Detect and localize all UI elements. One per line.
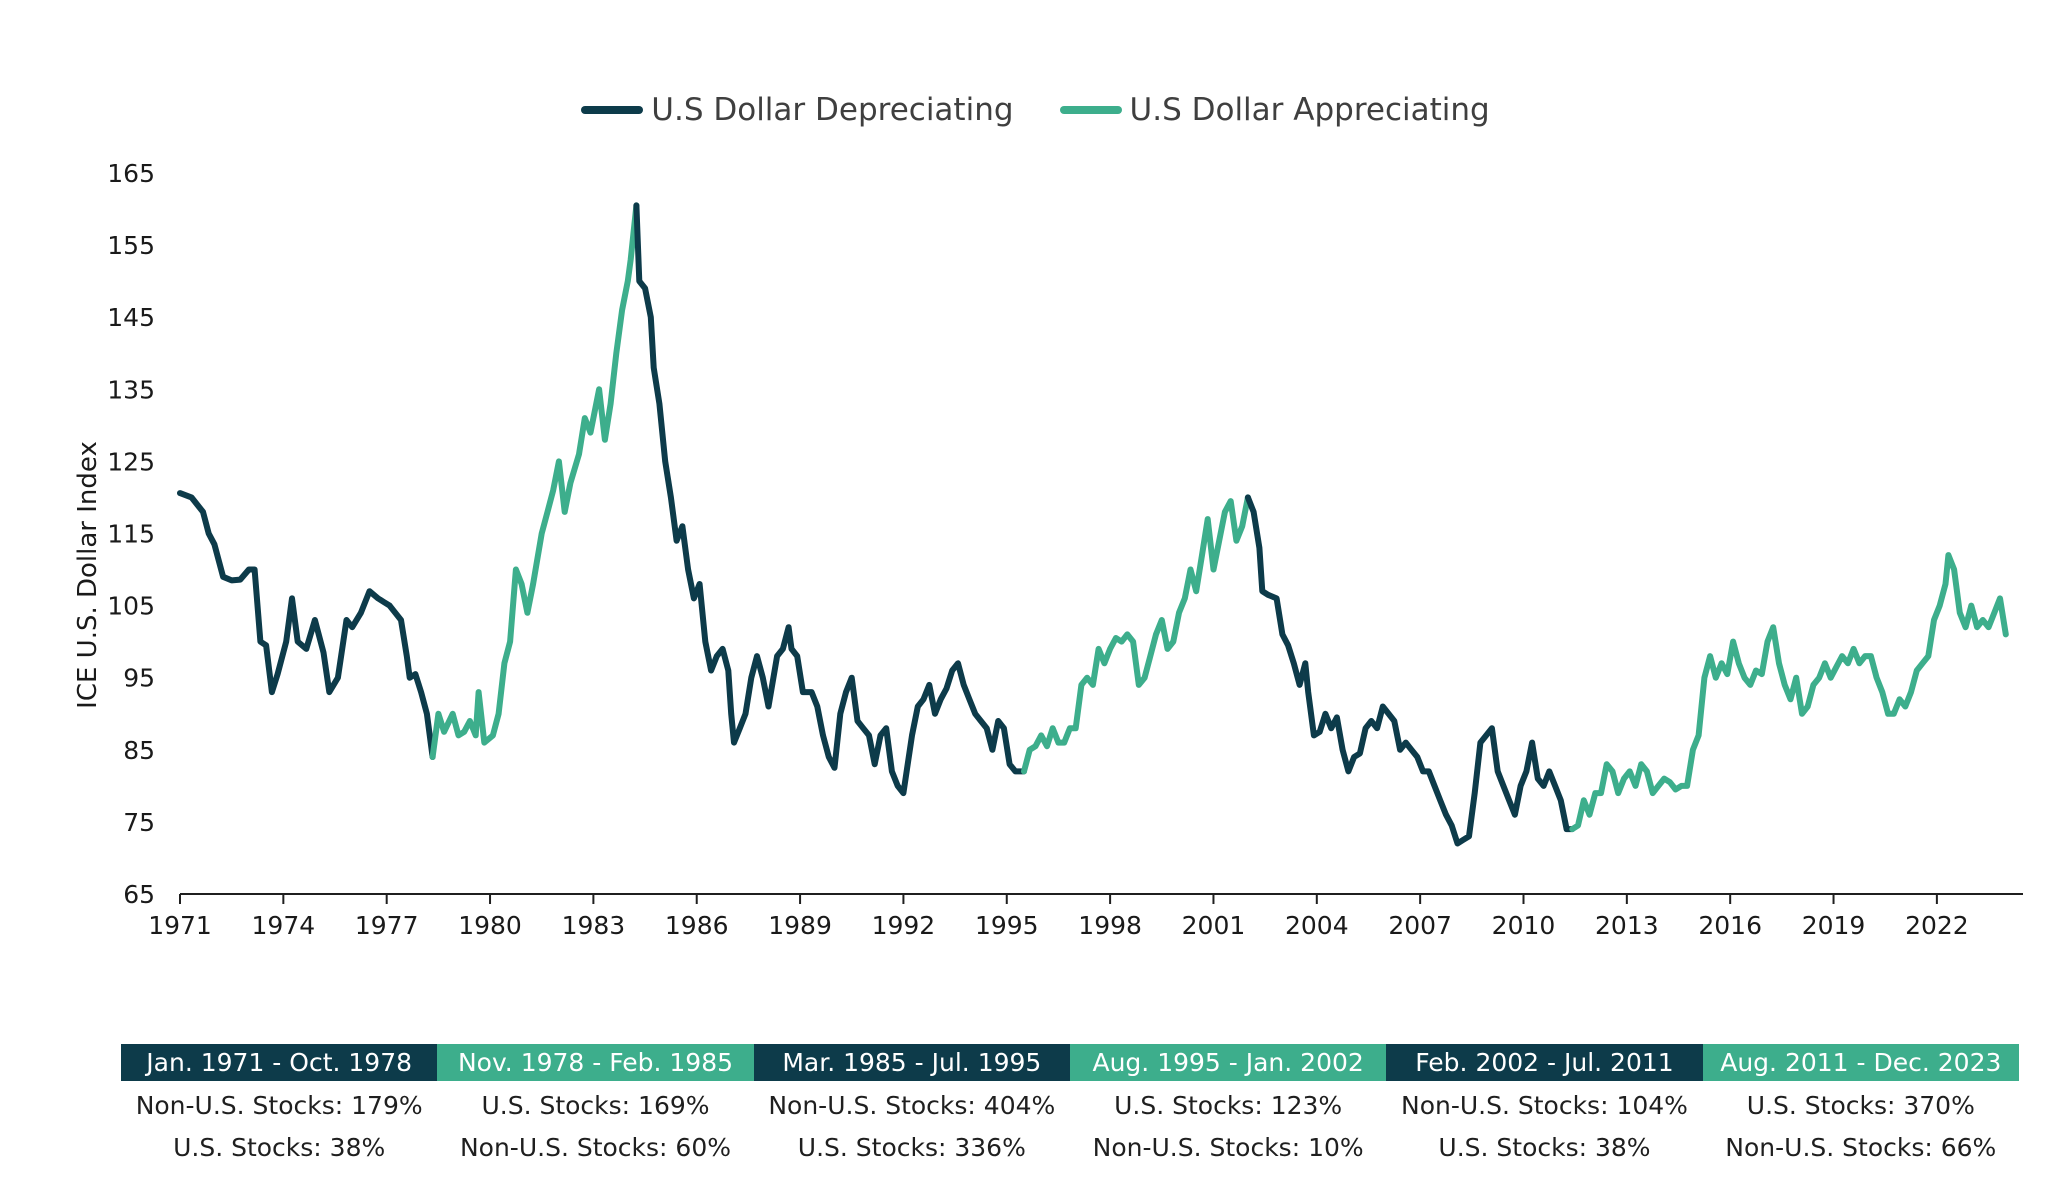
period-6: Aug. 2011 - Dec. 2023 U.S. Stocks: 370% … [1702,1044,2019,1167]
y-axis-label: ICE U.S. Dollar Index [73,441,103,709]
period-stat: U.S. Stocks: 123% [1114,1091,1343,1120]
x-tick-label: 2013 [1595,911,1659,940]
y-tick-label: 115 [107,520,155,549]
depreciating-segment-5 [1244,494,1576,847]
x-tick-label: 2001 [1182,911,1246,940]
y-tick-label: 65 [123,880,155,909]
period-header: Feb. 2002 - Jul. 2011 [1386,1044,1703,1081]
legend-swatch-depreciating [581,106,644,114]
legend-item-appreciating: U.S Dollar Appreciating [1059,92,1490,128]
period-header: Aug. 1995 - Jan. 2002 [1069,1044,1387,1081]
x-tick-label: 1995 [975,911,1039,940]
legend-swatch-appreciating [1059,106,1122,114]
x-tick-label: 2019 [1802,911,1866,940]
x-tick-label: 1989 [768,911,832,940]
y-tick-label: 85 [123,736,155,765]
x-tick-label: 1998 [1078,911,1142,940]
legend-item-depreciating: U.S Dollar Depreciating [581,92,1014,128]
y-tick-label: 155 [107,231,155,260]
series-lines [177,202,2009,847]
period-3: Mar. 1985 - Jul. 1995 Non-U.S. Stocks: 4… [753,1044,1070,1167]
depreciating-segment-3 [633,202,1027,797]
period-header: Jan. 1971 - Oct. 1978 [121,1044,438,1081]
depreciating-segment-1 [177,490,436,760]
x-tick-label: 1974 [252,911,316,940]
x-tick-label: 1992 [872,911,936,940]
y-tick-label: 135 [107,375,155,404]
x-tick-label: 1977 [355,911,419,940]
period-summary-table: Jan. 1971 - Oct. 1978 Non-U.S. Stocks: 1… [121,1044,2019,1167]
period-stat: Non-U.S. Stocks: 66% [1725,1133,1997,1162]
period-5: Feb. 2002 - Jul. 2011 Non-U.S. Stocks: 1… [1386,1044,1703,1167]
period-stat: U.S. Stocks: 370% [1746,1091,1975,1120]
period-header: Mar. 1985 - Jul. 1995 [753,1044,1070,1081]
x-tick-label: 1971 [148,911,212,940]
period-1: Jan. 1971 - Oct. 1978 Non-U.S. Stocks: 1… [121,1044,438,1167]
period-stat: U.S. Stocks: 38% [173,1133,386,1162]
x-tick-label: 2022 [1905,911,1969,940]
y-tick-label: 95 [123,664,155,693]
y-axis-ticks: 65 75 85 95 105 115 125 135 145 155 165 [107,159,155,909]
appreciating-segment-4 [1021,494,1251,775]
legend-label-appreciating: U.S Dollar Appreciating [1129,92,1490,128]
x-tick-label: 1980 [458,911,522,940]
x-axis-ticks: 1971 1974 1977 1980 1983 1986 1989 1992 1995 1998… [148,894,1969,940]
period-stat: Non-U.S. Stocks: 10% [1092,1133,1364,1162]
y-tick-label: 105 [107,592,155,621]
period-stat: U.S. Stocks: 38% [1438,1133,1651,1162]
period-stat: U.S. Stocks: 169% [481,1091,710,1120]
period-stat: Non-U.S. Stocks: 60% [459,1133,731,1162]
x-tick-label: 2016 [1698,911,1762,940]
appreciating-segment-2 [429,202,640,760]
period-header: Aug. 2011 - Dec. 2023 [1702,1044,2019,1081]
period-4: Aug. 1995 - Jan. 2002 U.S. Stocks: 123% … [1069,1044,1387,1167]
period-stat: Non-U.S. Stocks: 404% [768,1091,1056,1120]
x-tick-label: 2010 [1492,911,1556,940]
x-tick-label: 1986 [665,911,729,940]
x-tick-label: 2007 [1388,911,1452,940]
legend: U.S Dollar Depreciating U.S Dollar Appre… [0,92,2071,128]
y-tick-label: 125 [107,447,155,476]
appreciating-segment-6 [1569,552,2009,833]
y-tick-label: 165 [107,159,155,188]
period-stat: Non-U.S. Stocks: 104% [1401,1091,1688,1120]
legend-label-depreciating: U.S Dollar Depreciating [651,92,1014,128]
period-stat: U.S. Stocks: 336% [797,1133,1026,1162]
period-2: Nov. 1978 - Feb. 1985 U.S. Stocks: 169% … [437,1044,754,1167]
x-tick-label: 1983 [562,911,626,940]
x-tick-label: 2004 [1285,911,1349,940]
period-stat: Non-U.S. Stocks: 179% [135,1091,423,1120]
y-tick-label: 145 [107,303,155,332]
period-header: Nov. 1978 - Feb. 1985 [437,1044,754,1081]
y-tick-label: 75 [123,808,155,837]
